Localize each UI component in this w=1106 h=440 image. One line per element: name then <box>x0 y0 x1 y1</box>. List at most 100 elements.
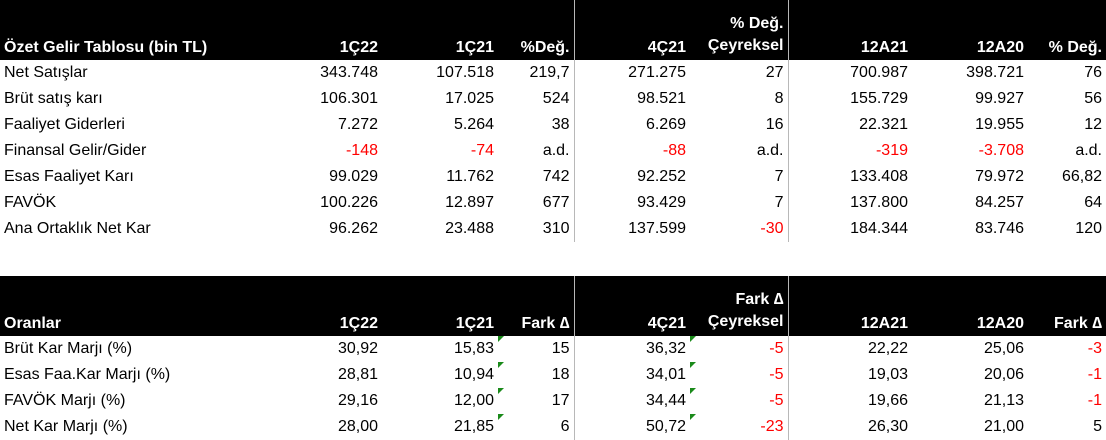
cell-value: 17 <box>498 388 574 414</box>
ratio-row: Brüt Kar Marjı (%) 30,92 15,83 15 36,32 -5 22,… <box>0 336 1106 362</box>
col-header-quarterly-line1: Fark ∆ <box>735 291 784 308</box>
cell-value: a.d. <box>756 142 784 159</box>
cell-value: 137.800 <box>787 190 912 216</box>
cell-value: 92.252 <box>573 164 690 190</box>
cell-value: 184.344 <box>787 216 912 242</box>
cell-value: 25,06 <box>983 340 1024 357</box>
row-label: Faaliyet Giderleri <box>4 116 125 133</box>
income-row: Brüt satış karı 106.301 17.025 524 98.521 8 15… <box>0 86 1106 112</box>
cell-value: 15 <box>498 336 574 362</box>
cell-value: 28,00 <box>337 418 378 435</box>
income-row: FAVÖK 100.226 12.897 677 93.429 7 137.800 84.25… <box>0 190 1106 216</box>
cell-value: 7 <box>774 194 784 211</box>
col-header-12a21: 12A21 <box>787 276 912 336</box>
cell-value: 15,83 <box>453 340 494 357</box>
col-header-12a21: 12A21 <box>787 0 912 60</box>
cell-value: 26,30 <box>787 414 912 440</box>
cell-value: 83.746 <box>975 220 1024 237</box>
col-header-12a20: 12A20 <box>912 276 1028 336</box>
cell-value: 76 <box>1084 64 1102 81</box>
cell-value: 22,22 <box>787 336 912 362</box>
cell-value: 524 <box>542 90 570 107</box>
cell-value: 7 <box>774 168 784 185</box>
cell-value: 120 <box>1075 220 1102 237</box>
cell-value: 19,66 <box>787 388 912 414</box>
ratios-header-row: Oranlar 1Ç22 1Ç21 Fark ∆ 4Ç21 Fark ∆ Çeyr… <box>0 276 1106 336</box>
ratio-row: FAVÖK Marjı (%) 29,16 12,00 17 34,44 -5 19,66 2… <box>0 388 1106 414</box>
cell-value: 50,72 <box>573 414 690 440</box>
cell-value: 34,01 <box>573 362 690 388</box>
cell-value: 96.262 <box>329 220 378 237</box>
cell-value: 27 <box>765 64 784 81</box>
cell-value: 19,03 <box>787 362 912 388</box>
cell-value: 34,44 <box>573 388 690 414</box>
table-gap <box>0 250 1106 276</box>
income-row: Faaliyet Giderleri 7.272 5.264 38 6.269 16 22.… <box>0 112 1106 138</box>
cell-value: -3 <box>1087 340 1102 357</box>
income-row: Ana Ortaklık Net Kar 96.262 23.488 310 137.5… <box>0 216 1106 242</box>
cell-value: 11.762 <box>446 168 494 185</box>
col-header-pct-change: %Değ. <box>498 0 574 60</box>
row-label: Finansal Gelir/Gider <box>4 142 147 159</box>
cell-value: 17.025 <box>445 90 494 107</box>
cell-value: 107.518 <box>436 64 494 81</box>
cell-value: 100.226 <box>320 194 378 211</box>
cell-value: 99.927 <box>975 90 1024 107</box>
cell-value: -23 <box>690 414 788 440</box>
cell-value: -148 <box>345 142 378 159</box>
income-table-title: Özet Gelir Tablosu (bin TL) <box>0 0 270 60</box>
cell-value: 137.599 <box>573 216 690 242</box>
cell-value: 64 <box>1084 194 1102 211</box>
row-label: Brüt Kar Marjı (%) <box>4 340 133 357</box>
col-header-annual-pct-change: % Değ. <box>1028 0 1106 60</box>
cell-value: 16 <box>765 116 784 133</box>
cell-value: -30 <box>760 220 784 237</box>
col-header-quarterly-diff: Fark ∆ Çeyreksel <box>690 276 788 336</box>
cell-value: 79.972 <box>975 168 1024 185</box>
cell-value: 6 <box>498 414 574 440</box>
cell-value: -5 <box>690 336 788 362</box>
cell-value: 30,92 <box>337 340 378 357</box>
cell-value: -3.708 <box>978 142 1024 159</box>
cell-value: 5 <box>1093 418 1102 435</box>
cell-value: 310 <box>542 220 570 237</box>
cell-value: 21,00 <box>983 418 1024 435</box>
col-header-quarterly-line2: Çeyreksel <box>707 313 784 330</box>
cell-value: 12.897 <box>445 194 494 211</box>
cell-value: 23.488 <box>445 220 494 237</box>
cell-value: 12,00 <box>453 392 494 409</box>
col-header-diff: Fark ∆ <box>498 276 574 336</box>
cell-value: -1 <box>1087 392 1102 409</box>
row-label: FAVÖK <box>4 194 57 211</box>
cell-value: 155.729 <box>787 86 912 112</box>
row-label: FAVÖK Marjı (%) <box>4 392 126 409</box>
cell-value: 7.272 <box>337 116 378 133</box>
cell-value: a.d. <box>542 142 570 159</box>
cell-value: 21,13 <box>983 392 1024 409</box>
cell-value: 219,7 <box>529 64 570 81</box>
cell-value: 12 <box>1084 116 1102 133</box>
cell-value: 29,16 <box>337 392 378 409</box>
col-header-1c22: 1Ç22 <box>270 0 382 60</box>
row-label: Ana Ortaklık Net Kar <box>4 220 151 237</box>
cell-value: 93.429 <box>573 190 690 216</box>
row-label: Esas Faaliyet Karı <box>4 168 134 185</box>
col-header-quarterly-line1: % Değ. <box>730 15 784 32</box>
cell-value: 6.269 <box>573 112 690 138</box>
income-row: Net Satışlar 343.748 107.518 219,7 271.275 27… <box>0 60 1106 86</box>
cell-value: -74 <box>470 142 494 159</box>
cell-value: 5.264 <box>453 116 494 133</box>
ratios-table-title: Oranlar <box>0 276 270 336</box>
cell-value: -319 <box>787 138 912 164</box>
cell-value: 22.321 <box>787 112 912 138</box>
col-header-quarterly-line2: Çeyreksel <box>707 37 784 54</box>
cell-value: 56 <box>1084 90 1102 107</box>
cell-value: 99.029 <box>329 168 378 185</box>
income-header-row: Özet Gelir Tablosu (bin TL) 1Ç22 1Ç21 %D… <box>0 0 1106 60</box>
ratio-row: Net Kar Marjı (%) 28,00 21,85 6 50,72 -23 26,3… <box>0 414 1106 440</box>
cell-value: 10,94 <box>453 366 494 383</box>
cell-value: 20,06 <box>983 366 1024 383</box>
cell-value: 700.987 <box>787 60 912 86</box>
col-header-4c21: 4Ç21 <box>573 0 690 60</box>
cell-value: -5 <box>690 362 788 388</box>
